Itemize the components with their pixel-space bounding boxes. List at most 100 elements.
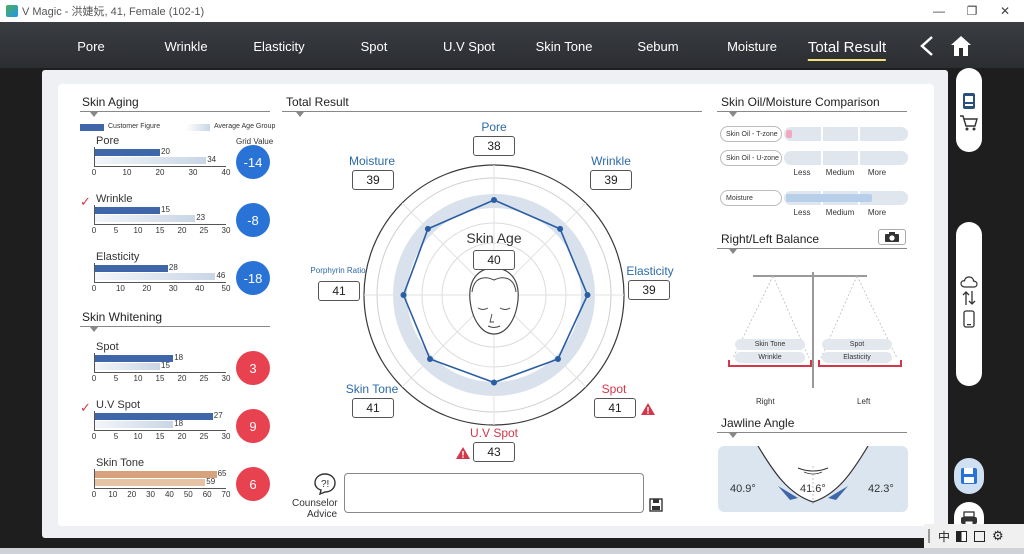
radar-axis-label: Skin Tone (345, 382, 399, 396)
tick-label: 40 (221, 168, 231, 177)
tab-spot[interactable]: Spot (360, 39, 388, 54)
chart-y-axis (94, 205, 95, 225)
customer-value: 27 (213, 411, 223, 420)
radar-axis-value: 41 (594, 398, 636, 418)
customer-bar (94, 413, 213, 420)
customer-value: 28 (168, 263, 178, 272)
chart-x-axis (94, 224, 226, 225)
tick-label: 15 (155, 432, 165, 441)
save-icon[interactable] (649, 498, 663, 512)
tab-elasticity[interactable]: Elasticity (253, 39, 305, 54)
radar-axis-value: 38 (473, 136, 515, 156)
phone-icon[interactable] (963, 310, 975, 328)
home-icon[interactable] (950, 34, 972, 58)
tick-label: 0 (91, 490, 97, 499)
legend-customer-swatch (80, 124, 104, 131)
sync-arrows-icon[interactable] (961, 290, 977, 306)
tab-moisture[interactable]: Moisture (727, 39, 777, 54)
chart-x-axis (94, 430, 226, 431)
restore-button[interactable]: ❐ (966, 4, 978, 18)
divider (80, 326, 270, 327)
divider (80, 111, 270, 112)
chart-item-label: Spot (96, 341, 119, 353)
tab-pore[interactable]: Pore (77, 39, 105, 54)
divider-tick (729, 249, 737, 254)
chart-y-axis (94, 147, 95, 167)
oil-row-label: Moisture (720, 190, 782, 206)
tray-halfwidth-icon[interactable] (956, 530, 968, 542)
customer-value: 20 (161, 147, 170, 156)
legend-average: Average Age Group (214, 123, 276, 130)
chart-x-axis (94, 282, 226, 283)
average-bar (94, 421, 174, 428)
skin-age-value: 40 (473, 250, 515, 270)
counselor-advice-input[interactable] (344, 473, 644, 513)
cloud-icon[interactable] (960, 276, 978, 288)
ime-indicator[interactable]: 中 (938, 529, 951, 544)
tray-keyboard-icon[interactable] (974, 530, 986, 542)
report-icon[interactable] (961, 92, 977, 110)
balance-title: Right/Left Balance (721, 232, 820, 246)
average-value: 18 (174, 419, 184, 428)
tick-label: 30 (146, 490, 156, 499)
scale-label: Medium (825, 168, 855, 177)
oil-row-fill (786, 130, 792, 138)
tick-label: 30 (168, 284, 178, 293)
tab-wrinkle[interactable]: Wrinkle (164, 39, 208, 54)
counselor-speech-icon: ?! (314, 473, 336, 495)
minimize-button[interactable]: — (933, 4, 945, 18)
customer-value: 18 (174, 353, 184, 362)
skin-age-label: Skin Age (466, 230, 522, 246)
jawline-center-angle: 41.6° (800, 483, 826, 495)
radar-point (557, 225, 564, 232)
tab-total-result[interactable]: Total Result (807, 39, 887, 61)
check-icon: ✓ (80, 400, 91, 415)
oil-row-track (784, 127, 908, 141)
average-value: 15 (161, 361, 170, 370)
total-result-title: Total Result (286, 95, 349, 109)
jawline-diagram (718, 446, 908, 512)
divider-tick (729, 112, 737, 117)
save-side-button[interactable] (954, 458, 984, 494)
jawline-title: Jawline Angle (721, 416, 795, 430)
back-arrow-icon[interactable] (917, 34, 937, 58)
app-icon (6, 5, 18, 17)
tick-label: 20 (177, 432, 187, 441)
counselor-label: Counselor (292, 498, 338, 509)
tick-label: 20 (177, 226, 187, 235)
average-bar (94, 363, 160, 370)
title-bar: V Magic - 洪婕妧, 41, Female (102-1) — ❐ ✕ (0, 0, 1024, 22)
tick-label: 10 (133, 226, 143, 235)
warning-icon (456, 447, 470, 459)
radar-axis-label: Wrinkle (591, 154, 631, 168)
balance-scale (728, 272, 902, 388)
tick-label: 25 (199, 374, 209, 383)
track-divider (858, 127, 860, 141)
radar-point (491, 379, 497, 386)
radar-point (400, 292, 407, 298)
average-bar (94, 215, 196, 222)
tab-skin-tone[interactable]: Skin Tone (535, 39, 593, 54)
grid-value-badge: 3 (236, 351, 270, 385)
tray-settings-icon[interactable]: ⚙ (992, 528, 1004, 543)
tick-label: 15 (155, 374, 165, 383)
radar-axis-value: 39 (590, 170, 632, 190)
tab-uv-spot[interactable]: U.V Spot (442, 39, 496, 54)
tick-label: 20 (155, 168, 165, 177)
cart-icon[interactable] (959, 114, 979, 132)
close-button[interactable]: ✕ (999, 4, 1011, 18)
jawline-right-angle: 42.3° (868, 483, 894, 495)
skin-aging-title: Skin Aging (82, 95, 139, 109)
tick-label: 70 (221, 490, 231, 499)
tab-sebum[interactable]: Sebum (637, 39, 679, 54)
face-icon (469, 267, 519, 335)
divider (717, 111, 907, 112)
average-value: 59 (206, 477, 216, 486)
tick-label: 0 (91, 168, 97, 177)
oil-row-label: Skin Oil - T-zone (720, 126, 782, 142)
radar-axis-value: 39 (628, 280, 670, 300)
radar-axis-value: 39 (352, 170, 394, 190)
average-bar (94, 479, 206, 486)
camera-button[interactable] (878, 229, 906, 245)
radar-axis-label: Moisture (348, 154, 396, 168)
